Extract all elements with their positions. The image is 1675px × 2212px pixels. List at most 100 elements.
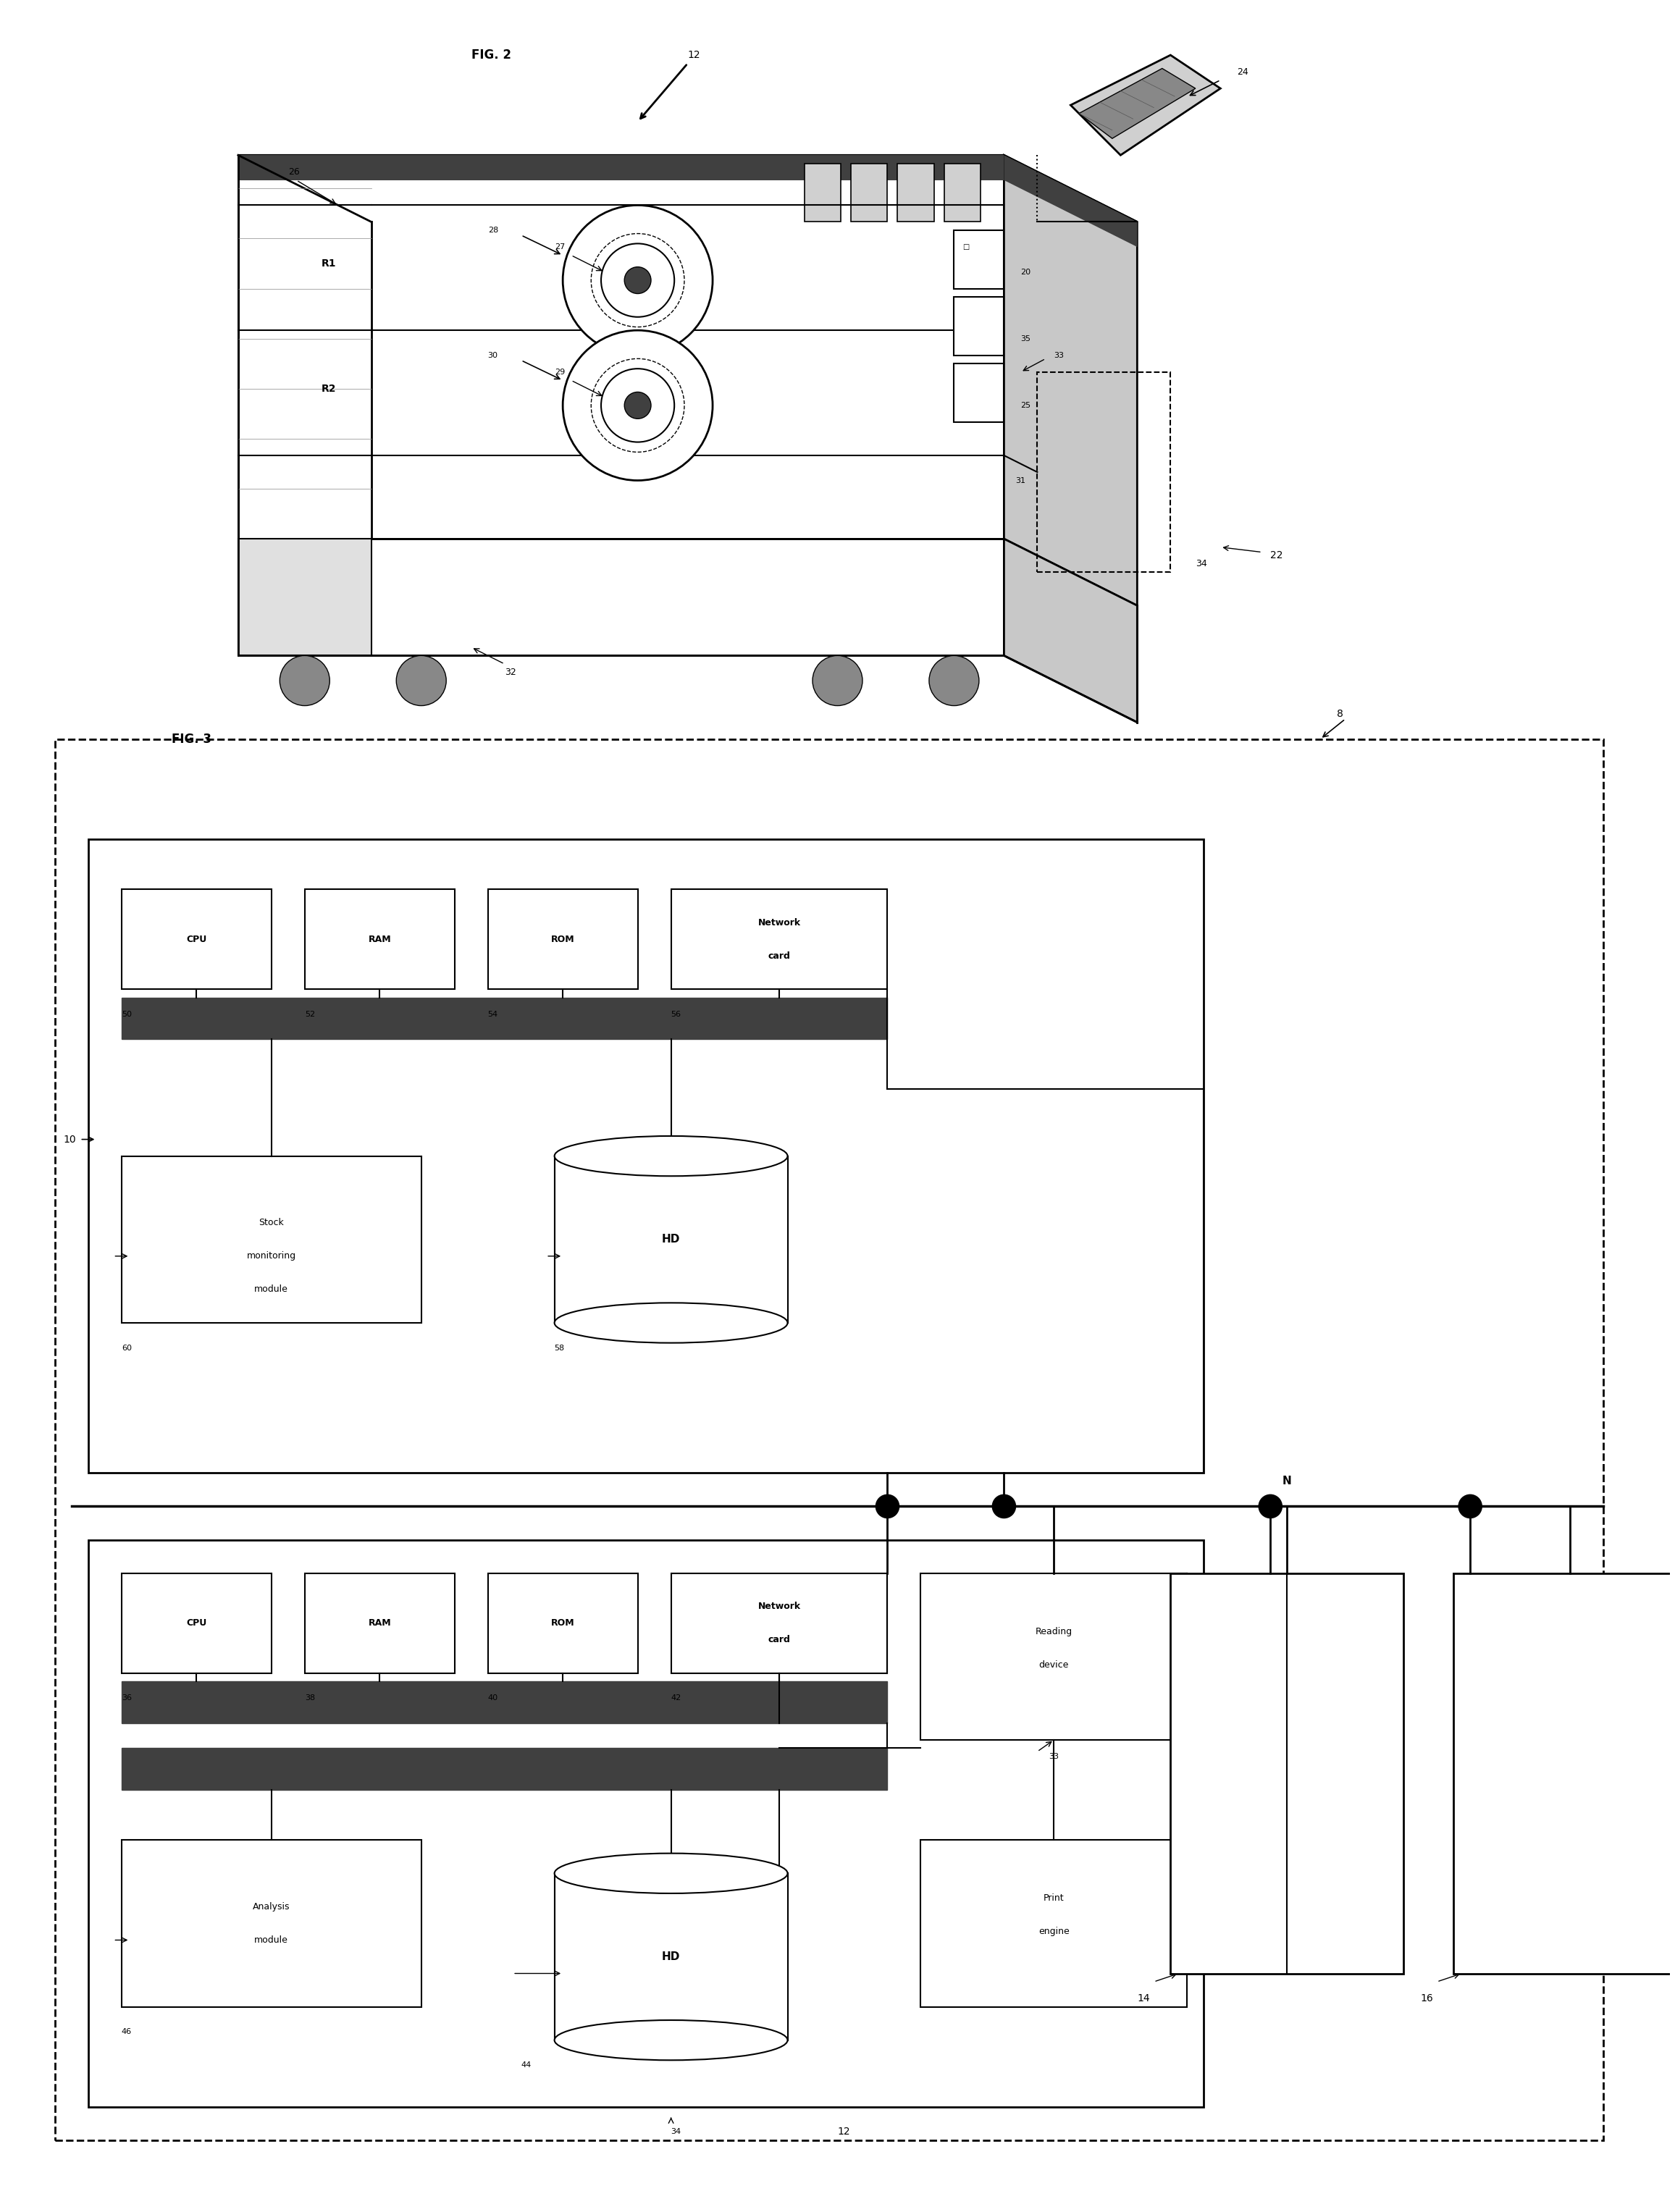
Text: 8: 8 [1337,708,1343,719]
Ellipse shape [554,1303,787,1343]
Ellipse shape [554,1137,787,1177]
Text: Network: Network [757,1601,801,1610]
Bar [122,1747,888,1790]
Circle shape [992,1495,1015,1517]
Bar [672,1573,888,1672]
Bar [122,1573,271,1672]
Text: 46: 46 [122,2028,132,2035]
Bar [89,838,1204,1473]
Circle shape [1258,1495,1281,1517]
Text: HD: HD [662,1234,680,1245]
Text: 60: 60 [122,1345,132,1352]
Ellipse shape [554,2020,787,2059]
Bar [955,363,1003,422]
Circle shape [812,655,863,706]
Polygon shape [238,155,1137,221]
Text: 22: 22 [1270,551,1283,560]
Text: module: module [255,1285,288,1294]
Bar [305,1573,454,1672]
Text: 42: 42 [672,1694,682,1701]
Text: 35: 35 [1020,334,1030,343]
Polygon shape [1079,69,1196,139]
Bar [921,1840,1188,2006]
Text: FIG. 2: FIG. 2 [471,49,511,62]
Text: 38: 38 [305,1694,315,1701]
Text: Reading: Reading [1035,1626,1072,1637]
Text: R1: R1 [322,259,337,268]
Text: 24: 24 [1238,66,1248,77]
Text: R2: R2 [322,383,337,394]
Bar [804,164,841,221]
Text: 29: 29 [554,369,564,376]
Bar [122,998,888,1040]
Text: Print: Print [1044,1893,1064,1902]
Text: 26: 26 [288,168,300,177]
Text: 50: 50 [122,1011,132,1018]
Bar [1037,372,1171,573]
Bar [554,1157,787,1323]
Text: 28: 28 [487,226,497,234]
Text: engine: engine [1038,1927,1069,1936]
Bar [955,230,1003,288]
Bar [89,1540,1204,2106]
Circle shape [563,330,712,480]
Text: 30: 30 [487,352,497,358]
Text: 44: 44 [521,2062,531,2068]
Text: ROM: ROM [551,1619,575,1628]
Bar [122,1840,422,2006]
Bar [305,889,454,989]
Text: □: □ [963,243,970,250]
Text: 27: 27 [554,243,564,250]
Text: 20: 20 [1020,268,1030,276]
Text: 12: 12 [838,2126,851,2137]
Circle shape [876,1495,899,1517]
Polygon shape [1070,55,1221,155]
Text: CPU: CPU [186,1619,206,1628]
Text: 10: 10 [64,1135,75,1144]
Bar [921,1573,1188,1741]
Circle shape [930,655,978,706]
Polygon shape [238,155,1003,540]
Circle shape [563,206,712,356]
Bar [851,164,888,221]
Text: 56: 56 [672,1011,682,1018]
Text: 31: 31 [1015,478,1025,484]
Bar [945,164,980,221]
Bar [1171,1573,1404,1973]
Circle shape [601,369,675,442]
Text: Analysis: Analysis [253,1902,290,1911]
Bar [122,1681,888,1723]
Bar [898,164,935,221]
Text: ROM: ROM [551,933,575,945]
Circle shape [625,392,652,418]
Polygon shape [238,540,1003,655]
Polygon shape [1003,155,1137,248]
Text: HD: HD [662,1951,680,1962]
Text: 34: 34 [1196,560,1208,568]
Text: card: card [769,951,791,960]
Ellipse shape [554,1854,787,1893]
Bar [55,739,1603,2141]
Text: 33: 33 [1054,352,1064,358]
Text: 52: 52 [305,1011,315,1018]
Circle shape [625,268,652,294]
Text: 32: 32 [504,668,516,677]
Bar [672,889,888,989]
Circle shape [601,243,675,316]
Text: 36: 36 [122,1694,132,1701]
Text: device: device [1038,1661,1069,1670]
Circle shape [1459,1495,1482,1517]
Text: CPU: CPU [186,933,206,945]
Text: RAM: RAM [368,933,390,945]
Bar [122,889,271,989]
Text: Stock: Stock [260,1219,285,1228]
Text: monitoring: monitoring [246,1252,296,1261]
Text: 12: 12 [688,51,700,60]
Bar [122,1157,422,1323]
Text: 54: 54 [487,1011,497,1018]
Text: 25: 25 [1020,403,1030,409]
Text: N: N [1283,1475,1291,1486]
Text: 34: 34 [672,2128,682,2135]
Text: RAM: RAM [368,1619,390,1628]
Text: 14: 14 [1137,1993,1151,2004]
